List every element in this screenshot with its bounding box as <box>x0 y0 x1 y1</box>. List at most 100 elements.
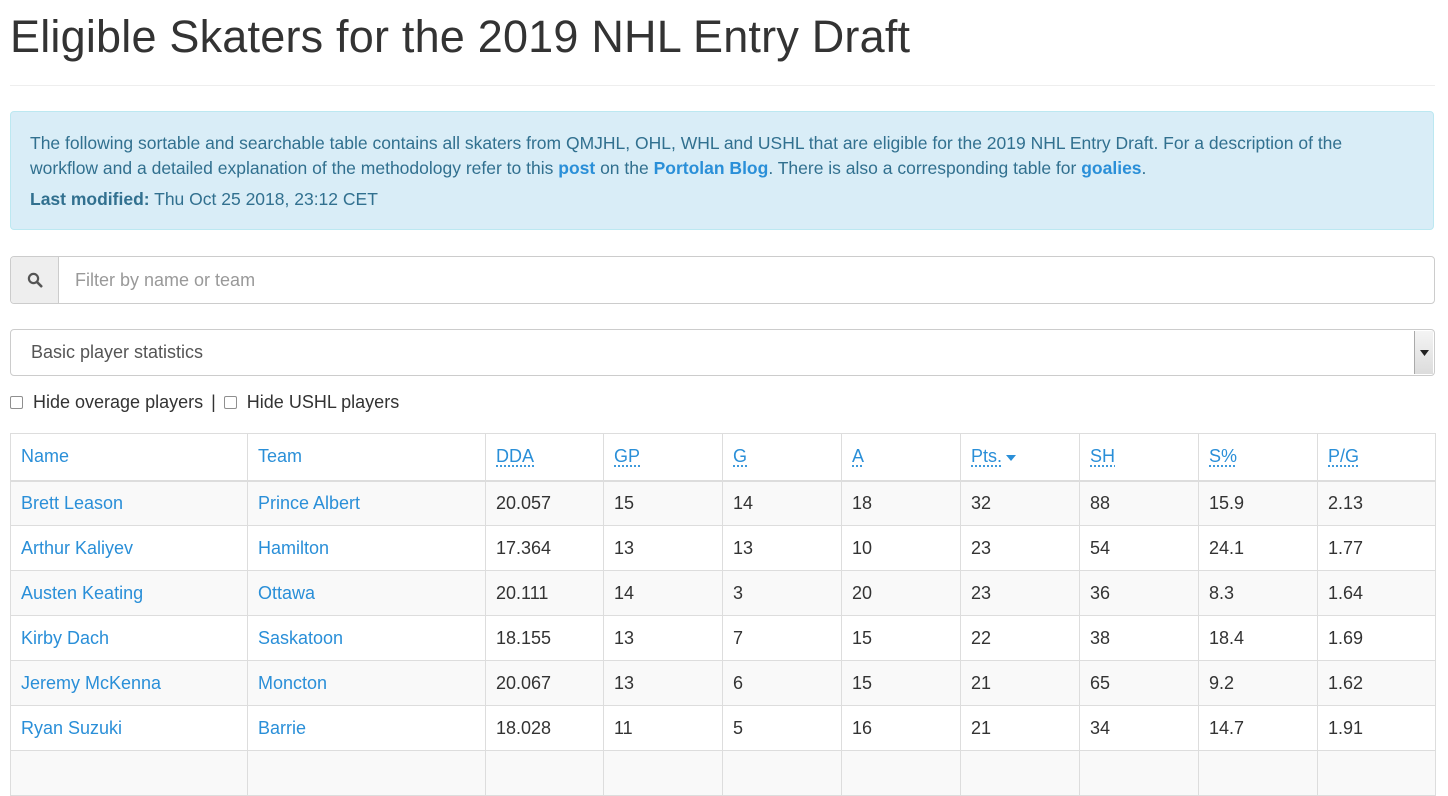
column-header-gp[interactable]: GP <box>603 433 723 482</box>
column-header-pg[interactable]: P/G <box>1317 433 1436 482</box>
post-link[interactable]: post <box>558 158 596 178</box>
header-label[interactable]: S% <box>1209 446 1238 467</box>
team-link[interactable]: Hamilton <box>247 525 486 571</box>
gp-cell: 13 <box>603 615 723 661</box>
search-input[interactable] <box>59 257 1434 303</box>
dda-cell: 18.155 <box>485 615 604 661</box>
header-label[interactable]: SH <box>1090 446 1116 467</box>
points-cell: 23 <box>960 570 1080 616</box>
goals-cell: 3 <box>722 570 842 616</box>
player-name-link[interactable]: Austen Keating <box>10 570 248 616</box>
table-row: Jeremy McKenna Moncton 20.067 13 6 15 21 65 9.2 1… <box>10 660 1436 706</box>
assists-cell: 15 <box>841 615 961 661</box>
assists-cell: 10 <box>841 525 961 571</box>
sort-desc-icon <box>1006 454 1017 461</box>
shots-cell: 88 <box>1079 480 1199 526</box>
goals-cell: 14 <box>722 480 842 526</box>
points-per-game-cell: 1.62 <box>1317 660 1436 706</box>
column-header-name[interactable]: Name <box>10 433 248 482</box>
chevron-down-icon[interactable] <box>1414 331 1433 374</box>
portolan-blog-link[interactable]: Portolan Blog <box>653 158 769 178</box>
header-label[interactable]: Team <box>258 446 303 467</box>
table-row <box>10 750 1436 796</box>
goalies-link[interactable]: goalies <box>1081 158 1142 178</box>
assists-cell <box>841 750 961 796</box>
points-cell: 22 <box>960 615 1080 661</box>
team-link[interactable]: Moncton <box>247 660 486 706</box>
column-header-sh[interactable]: SH <box>1079 433 1199 482</box>
shooting-pct-cell: 15.9 <box>1198 480 1318 526</box>
dda-cell: 18.028 <box>485 705 604 751</box>
team-link[interactable]: Prince Albert <box>247 480 486 526</box>
shooting-pct-cell: 9.2 <box>1198 660 1318 706</box>
team-link[interactable]: Ottawa <box>247 570 486 616</box>
assists-cell: 16 <box>841 705 961 751</box>
player-name-link[interactable]: Kirby Dach <box>10 615 248 661</box>
team-link[interactable]: Saskatoon <box>247 615 486 661</box>
player-name-link[interactable] <box>10 750 248 796</box>
points-cell: 21 <box>960 660 1080 706</box>
table-row: Kirby Dach Saskatoon 18.155 13 7 15 22 38 18.4 1.… <box>10 615 1436 661</box>
goals-cell: 6 <box>722 660 842 706</box>
info-text: The following sortable and searchable ta… <box>30 133 1343 178</box>
header-label[interactable]: Pts. <box>971 446 1003 467</box>
team-link[interactable]: Barrie <box>247 705 486 751</box>
team-link[interactable] <box>247 750 486 796</box>
points-per-game-cell: 2.13 <box>1317 480 1436 526</box>
shooting-pct-cell <box>1198 750 1318 796</box>
hide-ushl-label[interactable]: Hide USHL players <box>246 391 400 412</box>
last-modified-value: Thu Oct 25 2018, 23:12 CET <box>149 189 378 209</box>
player-name-link[interactable]: Ryan Suzuki <box>10 705 248 751</box>
gp-cell: 13 <box>603 525 723 571</box>
assists-cell: 18 <box>841 480 961 526</box>
player-name-link[interactable]: Jeremy McKenna <box>10 660 248 706</box>
table-row: Arthur Kaliyev Hamilton 17.364 13 13 10 23 54 24… <box>10 525 1436 571</box>
search-icon <box>11 257 59 303</box>
header-label[interactable]: P/G <box>1328 446 1360 467</box>
shots-cell: 34 <box>1079 705 1199 751</box>
table-row: Brett Leason Prince Albert 20.057 15 14 18 32 8… <box>10 480 1436 526</box>
column-header-dda[interactable]: DDA <box>485 433 604 482</box>
goals-cell: 7 <box>722 615 842 661</box>
page-title: Eligible Skaters for the 2019 NHL Entry … <box>10 11 911 62</box>
column-header-spct[interactable]: S% <box>1198 433 1318 482</box>
header-label[interactable]: GP <box>614 446 641 467</box>
table-header-row: Name Team DDA GP G A Pts. SH S% P/G <box>10 433 1436 482</box>
column-header-a[interactable]: A <box>841 433 961 482</box>
dda-cell: 20.057 <box>485 480 604 526</box>
page: Eligible Skaters for the 2019 NHL Entry … <box>10 11 1436 796</box>
goals-cell: 5 <box>722 705 842 751</box>
stat-type-select[interactable]: Basic player statistics <box>10 329 1435 376</box>
column-header-pts[interactable]: Pts. <box>960 433 1080 482</box>
points-per-game-cell <box>1317 750 1436 796</box>
hide-ushl-checkbox[interactable] <box>223 395 237 409</box>
search-bar <box>10 256 1435 304</box>
hide-overage-label[interactable]: Hide overage players <box>33 391 204 412</box>
shooting-pct-cell: 24.1 <box>1198 525 1318 571</box>
column-header-team[interactable]: Team <box>247 433 486 482</box>
dda-cell: 20.067 <box>485 660 604 706</box>
header-label[interactable]: G <box>733 446 748 467</box>
player-name-link[interactable]: Arthur Kaliyev <box>10 525 248 571</box>
info-text: . There is also a corresponding table fo… <box>768 158 1082 178</box>
dda-cell <box>485 750 604 796</box>
info-text: . <box>1141 158 1147 178</box>
shooting-pct-cell: 8.3 <box>1198 570 1318 616</box>
shooting-pct-cell: 14.7 <box>1198 705 1318 751</box>
column-header-g[interactable]: G <box>722 433 842 482</box>
shots-cell: 36 <box>1079 570 1199 616</box>
goals-cell: 13 <box>722 525 842 571</box>
shots-cell: 54 <box>1079 525 1199 571</box>
info-description: The following sortable and searchable ta… <box>30 131 1414 181</box>
points-per-game-cell: 1.91 <box>1317 705 1436 751</box>
dda-cell: 20.111 <box>485 570 604 616</box>
gp-cell: 13 <box>603 660 723 706</box>
header-label[interactable]: DDA <box>496 446 535 467</box>
header-label[interactable]: Name <box>21 446 70 467</box>
assists-cell: 15 <box>841 660 961 706</box>
gp-cell <box>603 750 723 796</box>
filter-separator: | <box>211 391 216 412</box>
player-name-link[interactable]: Brett Leason <box>10 480 248 526</box>
hide-overage-checkbox[interactable] <box>10 395 23 409</box>
header-label[interactable]: A <box>852 446 865 467</box>
